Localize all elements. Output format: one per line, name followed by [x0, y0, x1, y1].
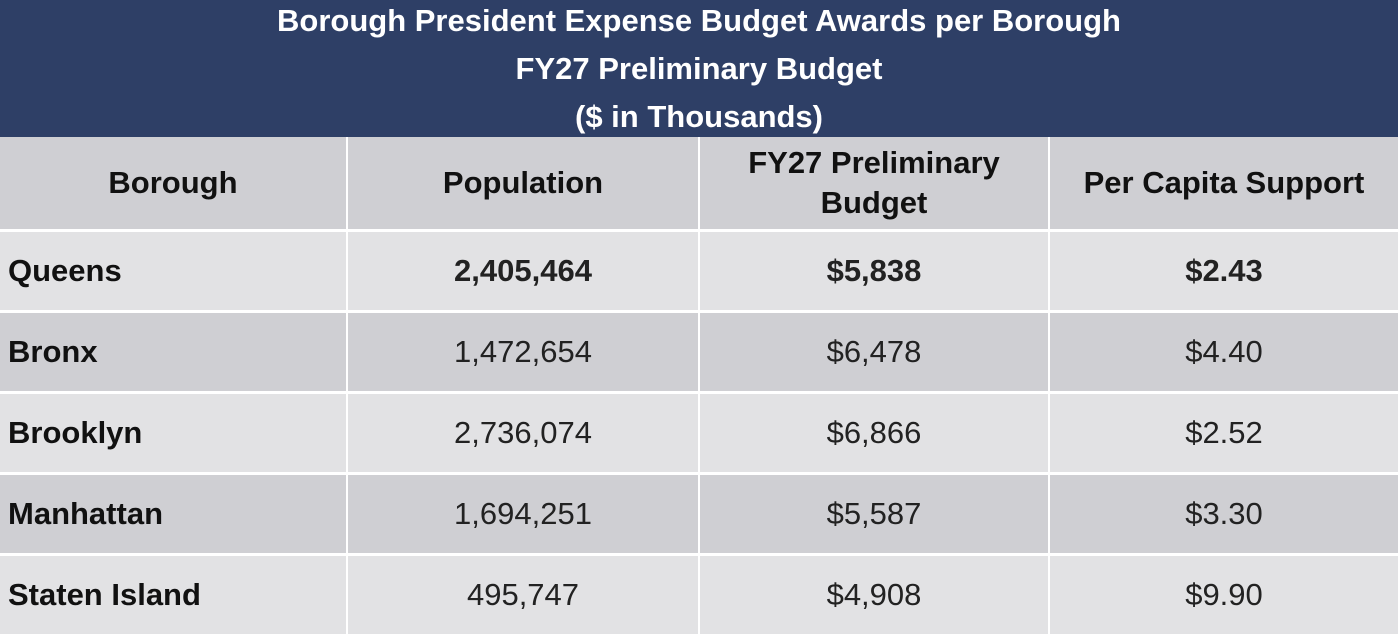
table-row: Staten Island 495,747 $4,908 $9.90: [0, 554, 1398, 634]
per-capita-cell: $2.43: [1049, 230, 1398, 313]
population-cell: 2,736,074: [347, 392, 700, 475]
per-capita-cell: $2.52: [1049, 392, 1398, 475]
budget-cell: $5,587: [699, 473, 1050, 556]
header-per-capita: Per Capita Support: [1049, 137, 1398, 232]
borough-cell: Bronx: [0, 311, 348, 394]
title-band: Borough President Expense Budget Awards …: [0, 0, 1398, 134]
units-note: ($ in Thousands): [575, 99, 823, 134]
table-header-row: Borough Population FY27 Preliminary Budg…: [0, 137, 1398, 232]
header-population: Population: [347, 137, 700, 232]
table-row: Queens 2,405,464 $5,838 $2.43: [0, 230, 1398, 313]
header-borough: Borough: [0, 137, 348, 232]
budget-cell: $6,866: [699, 392, 1050, 475]
header-budget: FY27 Preliminary Budget: [699, 137, 1050, 232]
budget-table: Borough Population FY27 Preliminary Budg…: [0, 137, 1398, 634]
table-row: Brooklyn 2,736,074 $6,866 $2.52: [0, 392, 1398, 475]
budget-cell: $4,908: [699, 554, 1050, 634]
borough-cell: Brooklyn: [0, 392, 348, 475]
slide-subtitle: FY27 Preliminary Budget: [515, 51, 883, 86]
population-cell: 495,747: [347, 554, 700, 634]
table-row: Manhattan 1,694,251 $5,587 $3.30: [0, 473, 1398, 556]
slide-title: Borough President Expense Budget Awards …: [277, 3, 1121, 38]
borough-cell: Queens: [0, 230, 348, 313]
per-capita-cell: $9.90: [1049, 554, 1398, 634]
table-row: Bronx 1,472,654 $6,478 $4.40: [0, 311, 1398, 394]
budget-cell: $5,838: [699, 230, 1050, 313]
budget-cell: $6,478: [699, 311, 1050, 394]
borough-cell: Manhattan: [0, 473, 348, 556]
borough-cell: Staten Island: [0, 554, 348, 634]
per-capita-cell: $4.40: [1049, 311, 1398, 394]
population-cell: 2,405,464: [347, 230, 700, 313]
per-capita-cell: $3.30: [1049, 473, 1398, 556]
population-cell: 1,472,654: [347, 311, 700, 394]
population-cell: 1,694,251: [347, 473, 700, 556]
